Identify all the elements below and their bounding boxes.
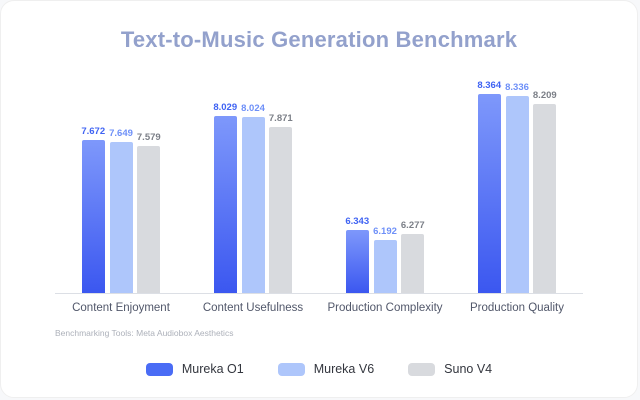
legend-label: Mureka V6 — [313, 362, 375, 376]
legend-item-suno-v4: Suno V4 — [408, 362, 492, 376]
bar — [533, 104, 557, 293]
bar-value-label: 8.029 — [213, 102, 238, 114]
legend-swatch-mureka-o1 — [145, 362, 173, 376]
category-label: Content Enjoyment — [72, 302, 170, 314]
bar-column: 8.209 — [533, 90, 557, 293]
bar-group: 6.343 6.192 6.277 — [319, 216, 451, 293]
bar-column: 7.579 — [137, 132, 161, 293]
legend-swatch-suno-v4 — [408, 362, 436, 376]
bar-value-label: 6.277 — [400, 220, 425, 231]
bar — [109, 141, 133, 293]
bar — [269, 126, 293, 293]
bar-chart: 7.672 7.649 7.579 8.029 8.024 7.871 6.343 6.192… — [55, 67, 583, 314]
bar-value-label: 7.579 — [136, 132, 161, 144]
bar-group: 7.672 7.649 7.579 — [55, 126, 187, 293]
bar-column: 8.029 — [213, 102, 237, 293]
bar-value-label: 8.209 — [532, 90, 557, 101]
bar-group: 8.029 8.024 7.871 — [187, 102, 319, 293]
bar — [241, 116, 265, 293]
plot-area: 7.672 7.649 7.579 8.029 8.024 7.871 6.343 6.192… — [55, 67, 583, 294]
bar-value-label: 6.343 — [345, 215, 370, 227]
bar-column: 6.192 — [373, 226, 397, 293]
bar-column: 7.672 — [81, 126, 105, 293]
bar-column: 6.277 — [401, 220, 425, 293]
bar-value-label: 8.024 — [241, 102, 265, 114]
bar-column: 8.364 — [477, 80, 501, 293]
legend: Mureka O1 Mureka V6 Suno V4 — [1, 362, 637, 376]
category-label: Production Complexity — [327, 302, 443, 314]
legend-label: Mureka O1 — [181, 362, 244, 376]
bar-group: 8.364 8.336 8.209 — [451, 80, 583, 293]
bar — [213, 116, 237, 293]
chart-title: Text-to-Music Generation Benchmark — [120, 27, 518, 52]
bar-column: 8.024 — [241, 102, 265, 293]
legend-item-mureka-v6: Mureka V6 — [277, 362, 375, 376]
legend-item-mureka-o1: Mureka O1 — [145, 362, 244, 376]
bar — [345, 229, 369, 293]
category-label: Content Usefulness — [202, 302, 304, 314]
bar-value-label: 8.336 — [505, 81, 529, 93]
legend-label: Suno V4 — [444, 362, 493, 376]
category-axis: Content Enjoyment Content Usefulness Produ… — [55, 302, 583, 314]
legend-swatch-mureka-v6 — [277, 362, 305, 376]
bar-value-label: 7.672 — [81, 126, 106, 138]
benchmark-footnote: Benchmarking Tools: Meta Audiobox Aesthe… — [55, 328, 234, 338]
bar — [373, 239, 397, 293]
category-label: Production Quality — [470, 302, 564, 314]
bar-value-label: 7.649 — [109, 127, 133, 139]
bar — [137, 146, 161, 293]
bar-value-label: 8.364 — [477, 79, 502, 91]
bar — [477, 93, 501, 293]
bar — [81, 140, 105, 293]
bar — [505, 95, 529, 293]
bar-value-label: 6.192 — [373, 225, 397, 237]
bar-value-label: 7.871 — [268, 112, 293, 124]
bar-column: 6.343 — [345, 216, 369, 293]
bar — [401, 234, 425, 293]
bar-column: 7.649 — [109, 128, 133, 293]
bar-column: 8.336 — [505, 81, 529, 293]
bar-column: 7.871 — [269, 113, 293, 293]
